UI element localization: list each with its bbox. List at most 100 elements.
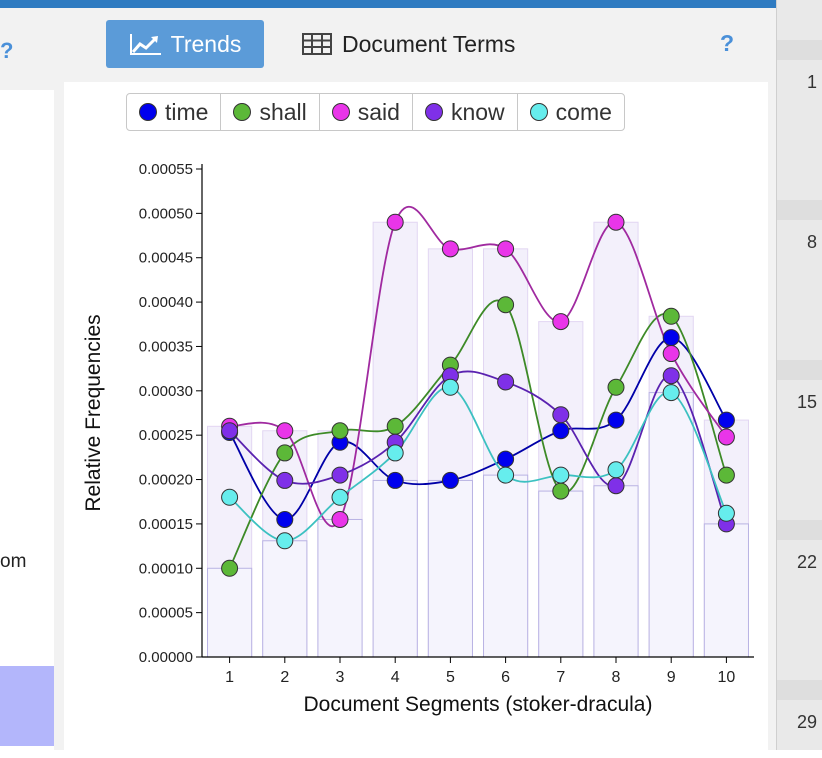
left-partial-text: om [0, 551, 27, 572]
x-tick-label: 5 [446, 669, 455, 686]
top-accent-bar [0, 0, 776, 8]
legend-dot-come [529, 103, 548, 121]
line-number-gutter: 1 8 15 22 29 [776, 0, 822, 750]
segment-bar-inner [262, 540, 308, 658]
x-tick-label: 9 [667, 669, 676, 686]
x-tick-label: 4 [391, 669, 400, 686]
trends-chart: 0.00000 0.00005 0.00010 0.00015 0.00020 0.000… [82, 161, 754, 716]
tab-document-terms[interactable]: Document Terms [302, 20, 515, 68]
data-point-come [497, 466, 515, 484]
tab-trends[interactable]: Trends [106, 20, 264, 68]
legend-dot-shall [233, 103, 252, 121]
table-icon [302, 33, 332, 55]
series-line-time [228, 336, 728, 521]
y-tick-label: 0.00055 [139, 161, 193, 178]
data-point-come [276, 532, 294, 550]
line-number: 29 [796, 712, 817, 732]
y-tick-label: 0.00050 [139, 205, 193, 222]
left-help-icon[interactable]: ? [0, 38, 14, 63]
data-point-shall [717, 466, 735, 484]
trends-panel: Trends Document Terms ? time shall said … [56, 8, 776, 750]
left-selected-row[interactable] [0, 666, 54, 746]
data-point-come [607, 461, 625, 479]
line-number: 8 [806, 232, 817, 252]
help-icon[interactable]: ? [720, 30, 735, 56]
series-line-said [229, 205, 728, 528]
data-point-shall [276, 444, 294, 462]
y-tick-label: 0.00005 [139, 605, 193, 622]
line-number: 1 [806, 72, 817, 92]
gutter-band [777, 200, 822, 220]
data-point-time [386, 471, 404, 489]
data-point-come [441, 378, 459, 396]
segment-bar-inner [483, 474, 529, 658]
data-point-time [717, 411, 735, 429]
data-point-shall [552, 482, 570, 500]
x-tick-label: 1 [225, 669, 234, 686]
legend-item-know[interactable]: know [413, 94, 518, 130]
legend-dot-said [331, 103, 350, 121]
data-point-time [662, 329, 680, 347]
legend-label-come: come [555, 98, 612, 125]
chart-area: time shall said know come 0.00000 0.00005… [64, 82, 768, 750]
data-point-know [607, 477, 625, 495]
segment-bar-inner [317, 518, 363, 658]
data-point-come [386, 444, 404, 462]
y-tick-label: 0.00030 [139, 383, 193, 400]
data-point-said [607, 213, 625, 231]
data-point-know [497, 373, 515, 391]
data-point-said [552, 313, 570, 331]
line-number: 15 [796, 392, 817, 412]
y-tick-label: 0.00020 [139, 472, 193, 489]
y-tick-label: 0.00040 [139, 294, 193, 311]
data-point-shall [221, 559, 239, 577]
data-point-shall [607, 378, 625, 396]
x-axis-label: Document Segments (stoker-dracula) [304, 693, 653, 716]
data-point-time [607, 411, 625, 429]
chart-legend: time shall said know come [126, 93, 625, 131]
y-tick-label: 0.00035 [139, 338, 193, 355]
legend-item-time[interactable]: time [127, 94, 222, 130]
tab-trends-label: Trends [170, 30, 242, 57]
line-number: 22 [796, 552, 817, 572]
legend-dot-know [424, 103, 443, 121]
segment-bar-inner [207, 567, 253, 658]
legend-dot-time [139, 103, 157, 121]
segment-bar-inner [538, 490, 584, 658]
gutter-band [777, 360, 822, 380]
left-panel-content: om [0, 90, 54, 758]
y-tick-label: 0.00045 [139, 250, 193, 267]
data-point-know [276, 471, 294, 489]
legend-label-time: time [165, 98, 209, 125]
data-point-shall [497, 296, 515, 314]
data-point-said [441, 240, 459, 258]
data-point-shall [386, 417, 404, 435]
data-point-said [331, 510, 349, 528]
data-point-come [662, 384, 680, 402]
legend-label-shall: shall [259, 98, 307, 125]
segment-bar-inner [703, 523, 749, 658]
gutter-band [777, 520, 822, 540]
x-tick-label: 2 [280, 669, 289, 686]
series-line-come [229, 386, 728, 542]
data-point-come [331, 488, 349, 506]
y-tick-label: 0.00025 [139, 427, 193, 444]
y-tick-label: 0.00000 [139, 649, 193, 666]
data-point-time [497, 450, 515, 468]
legend-item-come[interactable]: come [518, 94, 624, 130]
x-tick-label: 7 [556, 669, 565, 686]
y-axis-label: Relative Frequencies [82, 314, 105, 511]
segment-bar-inner [593, 485, 639, 658]
x-tick-label: 10 [718, 669, 736, 686]
legend-item-said[interactable]: said [320, 94, 413, 130]
data-point-know [662, 367, 680, 385]
legend-label-said: said [357, 98, 400, 125]
data-point-shall [331, 422, 349, 440]
legend-item-shall[interactable]: shall [221, 94, 320, 130]
data-point-said [717, 428, 735, 446]
x-tick-label: 3 [336, 669, 345, 686]
data-point-said [386, 213, 404, 231]
data-point-shall [662, 307, 680, 325]
data-point-come [717, 504, 735, 522]
legend-label-know: know [450, 98, 505, 125]
